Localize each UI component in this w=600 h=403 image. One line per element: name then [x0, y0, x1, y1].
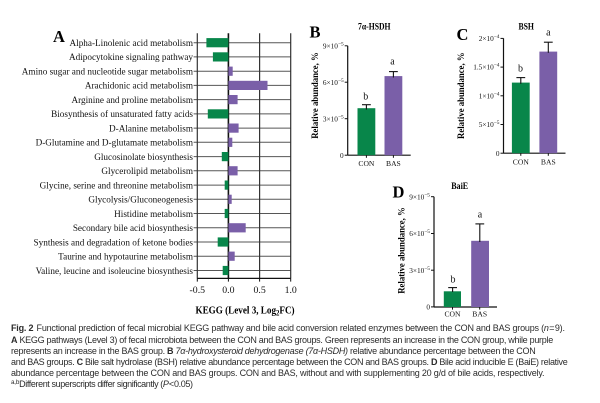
svg-text:Glucosinolate biosynthesis: Glucosinolate biosynthesis [94, 152, 193, 162]
svg-text:Glycerolipid metabolism: Glycerolipid metabolism [101, 166, 193, 176]
svg-text:0.5: 0.5 [253, 285, 265, 296]
svg-text:C: C [457, 25, 469, 44]
svg-text:A: A [53, 27, 65, 46]
svg-text:Adipocytokine signaling pathwa: Adipocytokine signaling pathway [69, 52, 193, 62]
svg-text:5×10−5: 5×10−5 [479, 120, 500, 129]
svg-text:6×10−5: 6×10−5 [409, 229, 430, 238]
svg-text:KEGG (Level 3, Log2FC): KEGG (Level 3, Log2FC) [196, 305, 295, 318]
svg-text:1.5×10−4: 1.5×10−4 [473, 63, 500, 72]
svg-text:BSH: BSH [518, 22, 534, 32]
svg-text:7α-HSDH: 7α-HSDH [358, 23, 391, 33]
svg-text:D-Alanine metabolism: D-Alanine metabolism [109, 123, 193, 133]
svg-text:Alpha-Linolenic acid metabolis: Alpha-Linolenic acid metabolism [70, 38, 193, 48]
svg-text:Arginine and proline metabolis: Arginine and proline metabolism [71, 95, 193, 105]
svg-text:CON: CON [444, 309, 461, 318]
svg-text:9×10−5: 9×10−5 [409, 192, 430, 201]
svg-text:D: D [393, 182, 405, 201]
svg-text:b: b [518, 64, 523, 75]
svg-text:a: a [478, 210, 483, 221]
svg-text:9×10−5: 9×10−5 [323, 41, 344, 50]
svg-text:2×10−4: 2×10−4 [479, 34, 500, 43]
svg-text:BAS: BAS [541, 158, 556, 167]
svg-text:0: 0 [426, 303, 430, 312]
svg-text:Glycine, serine and threonine: Glycine, serine and threonine metabolism [40, 180, 193, 190]
svg-text:a: a [390, 57, 395, 68]
svg-text:BaiE: BaiE [451, 182, 468, 192]
svg-text:0.0: 0.0 [222, 285, 234, 296]
svg-text:Taurine and hypotaurine metabo: Taurine and hypotaurine metabolism [58, 252, 193, 262]
svg-text:Secondary bile acid biosynthes: Secondary bile acid biosynthesis [73, 223, 194, 233]
svg-text:b: b [363, 91, 368, 102]
svg-text:Synthesis and degradation of k: Synthesis and degradation of ketone bodi… [34, 237, 194, 247]
svg-text:CON: CON [513, 158, 530, 167]
svg-text:Arachidonic acid metabolism: Arachidonic acid metabolism [85, 81, 193, 91]
svg-text:a: a [546, 27, 551, 38]
svg-text:CON: CON [358, 159, 375, 168]
svg-text:Glycolysis/Gluconeogenesis: Glycolysis/Gluconeogenesis [88, 195, 193, 205]
svg-text:BAS: BAS [472, 309, 487, 318]
svg-text:Relative abundance, %: Relative abundance, % [456, 52, 466, 139]
svg-text:1.0: 1.0 [285, 285, 297, 296]
svg-text:1×10−4: 1×10−4 [479, 91, 500, 100]
svg-text:D-Glutamine and D-glutamate me: D-Glutamine and D-glutamate metabolism [36, 138, 193, 148]
svg-text:0: 0 [496, 149, 500, 158]
svg-text:Valine, leucine and isoleucine: Valine, leucine and isoleucine biosynthe… [36, 266, 194, 276]
svg-text:Biosynthesis of unsaturated fa: Biosynthesis of unsaturated fatty acids [51, 109, 193, 119]
svg-text:Relative abundance, %: Relative abundance, % [310, 52, 320, 139]
svg-text:3×10−5: 3×10−5 [323, 114, 344, 123]
svg-text:3×10−5: 3×10−5 [409, 266, 430, 275]
svg-text:Relative abundance, %: Relative abundance, % [397, 207, 407, 294]
svg-text:B: B [310, 22, 321, 41]
svg-text:b: b [451, 275, 456, 286]
svg-text:Amino sugar and nucleotide sug: Amino sugar and nucleotide sugar metabol… [22, 67, 193, 77]
svg-text:Histidine metabolism: Histidine metabolism [114, 209, 193, 219]
svg-text:BAS: BAS [386, 159, 401, 168]
svg-text:6×10−5: 6×10−5 [323, 78, 344, 87]
svg-text:0: 0 [340, 151, 344, 160]
svg-text:-0.5: -0.5 [190, 285, 206, 296]
